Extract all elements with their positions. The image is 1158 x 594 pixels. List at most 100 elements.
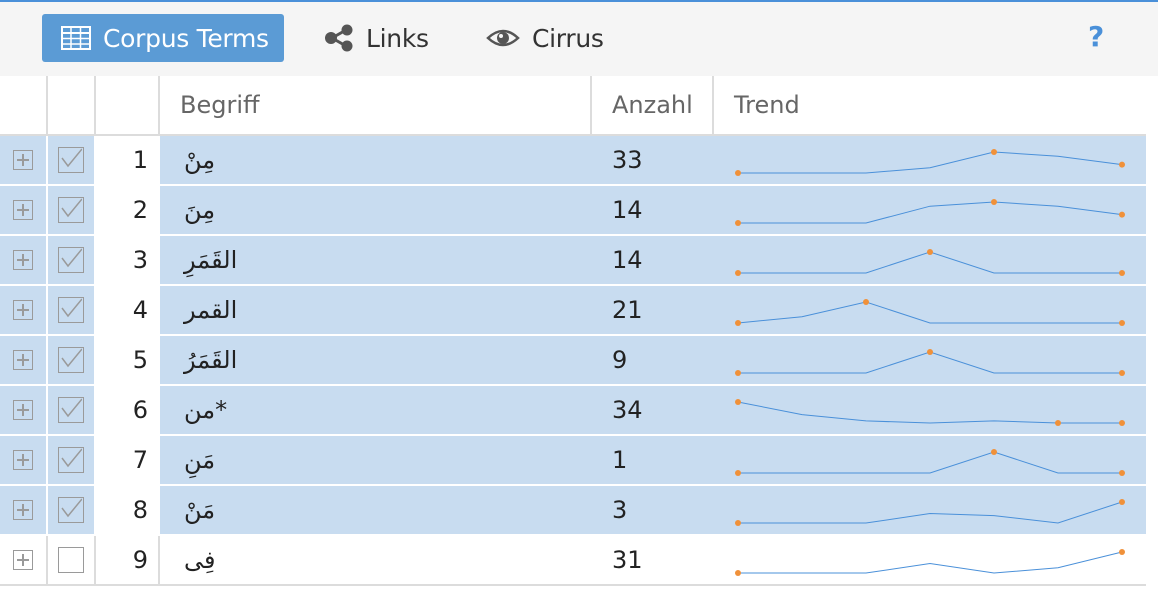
row-checkbox[interactable] <box>48 136 94 184</box>
trend-point <box>863 299 869 305</box>
trend-point <box>1119 270 1125 276</box>
column-divider <box>46 486 48 534</box>
trend-sparkline <box>735 249 1125 276</box>
term-cell: القَمَرُ <box>160 336 590 384</box>
trend-sparkline <box>735 349 1125 376</box>
row-number: 1 <box>96 136 158 184</box>
count-cell: 31 <box>612 546 643 574</box>
term-cell: مَنْ <box>160 486 590 534</box>
trend-point <box>1119 499 1125 505</box>
expand-icon <box>13 150 33 170</box>
expand-row-button[interactable] <box>0 186 46 234</box>
term-text: القَمَرِ <box>184 246 238 274</box>
trend-point <box>735 470 741 476</box>
trend-point <box>735 370 741 376</box>
trend-point <box>991 149 997 155</box>
column-divider <box>158 336 160 384</box>
trend-point <box>1119 549 1125 555</box>
expand-row-button[interactable] <box>0 436 46 484</box>
term-cell: مَنِ <box>160 436 590 484</box>
table-row[interactable]: 2 مِنَ 14 <box>0 186 1146 236</box>
trend-line <box>738 501 1123 524</box>
trend-point <box>1119 320 1125 326</box>
table-row[interactable]: 7 مَنِ 1 <box>0 436 1146 486</box>
column-divider <box>46 236 48 284</box>
expand-row-button[interactable] <box>0 236 46 284</box>
column-divider <box>158 236 160 284</box>
row-number: 2 <box>96 186 158 234</box>
expand-row-button[interactable] <box>0 136 46 184</box>
expand-row-button[interactable] <box>0 336 46 384</box>
grid-body: 1 مِنْ 33 2 مِنَ 14 3 القَمَرِ 14 <box>0 136 1146 586</box>
trend-point <box>1119 161 1125 168</box>
row-checkbox[interactable] <box>48 186 94 234</box>
row-number: 6 <box>96 386 158 434</box>
tab-corpus-terms-label: Corpus Terms <box>103 23 269 53</box>
checkmark-icon <box>61 498 83 518</box>
table-row[interactable]: 1 مِنْ 33 <box>0 136 1146 186</box>
column-divider <box>158 436 160 484</box>
row-number: 5 <box>96 336 158 384</box>
tab-links-label: Links <box>366 23 429 53</box>
row-checkbox[interactable] <box>48 536 94 584</box>
column-divider <box>94 386 96 434</box>
trend-point <box>927 249 933 255</box>
expand-icon <box>13 450 33 470</box>
table-row[interactable]: 3 القَمَرِ 14 <box>0 236 1146 286</box>
row-checkbox[interactable] <box>48 236 94 284</box>
column-divider <box>46 536 48 584</box>
row-checkbox[interactable] <box>48 286 94 334</box>
trend-sparkline <box>735 199 1125 226</box>
expand-row-button[interactable] <box>0 386 46 434</box>
terms-grid: Begriff Anzahl Trend 1 مِنْ 33 2 مِنَ 14 <box>0 76 1146 586</box>
tab-links[interactable]: Links <box>324 14 429 62</box>
row-checkbox[interactable] <box>48 436 94 484</box>
trend-cell <box>714 186 1146 234</box>
trend-line <box>737 401 1122 424</box>
column-divider <box>46 186 48 234</box>
header-trend[interactable]: Trend <box>734 91 800 119</box>
table-row[interactable]: 4 القمر 21 <box>0 286 1146 336</box>
trend-sparkline <box>735 149 1125 176</box>
table-row[interactable]: 5 القَمَرُ 9 <box>0 336 1146 386</box>
help-button[interactable]: ? <box>1088 20 1105 53</box>
checkmark-icon <box>61 448 83 468</box>
column-divider <box>158 536 160 584</box>
table-row[interactable]: 9 فِى 31 <box>0 536 1146 586</box>
checkbox-icon <box>58 297 84 323</box>
checkbox-icon <box>58 547 84 573</box>
expand-row-button[interactable] <box>0 486 46 534</box>
tab-corpus-terms[interactable]: Corpus Terms <box>42 14 284 62</box>
column-divider <box>94 286 96 334</box>
trend-cell <box>714 386 1146 434</box>
column-divider <box>158 136 160 184</box>
trend-line <box>737 301 1122 324</box>
trend-sparkline <box>735 399 1125 426</box>
header-term[interactable]: Begriff <box>160 76 592 134</box>
row-number: 3 <box>96 236 158 284</box>
header-select-all[interactable] <box>48 76 96 134</box>
expand-row-button[interactable] <box>0 286 46 334</box>
expand-icon <box>13 400 33 420</box>
expand-icon <box>13 200 33 220</box>
trend-cell <box>714 486 1146 534</box>
header-count[interactable]: Anzahl <box>592 76 714 134</box>
trend-point <box>735 270 741 276</box>
trend-point <box>735 320 741 326</box>
row-checkbox[interactable] <box>48 486 94 534</box>
column-divider <box>94 236 96 284</box>
term-text: مِنَ <box>184 196 216 224</box>
column-divider <box>158 486 160 534</box>
table-row[interactable]: 8 مَنْ 3 <box>0 486 1146 536</box>
trend-cell <box>714 336 1146 384</box>
term-cell: فِى <box>160 536 590 584</box>
table-row[interactable]: 6 *من 34 <box>0 386 1146 436</box>
row-checkbox[interactable] <box>48 336 94 384</box>
term-cell: *من <box>160 386 590 434</box>
count-cell: 21 <box>612 296 643 324</box>
expand-icon <box>13 550 33 570</box>
column-divider <box>46 286 48 334</box>
expand-row-button[interactable] <box>0 536 46 584</box>
tab-cirrus[interactable]: Cirrus <box>486 14 604 62</box>
row-checkbox[interactable] <box>48 386 94 434</box>
